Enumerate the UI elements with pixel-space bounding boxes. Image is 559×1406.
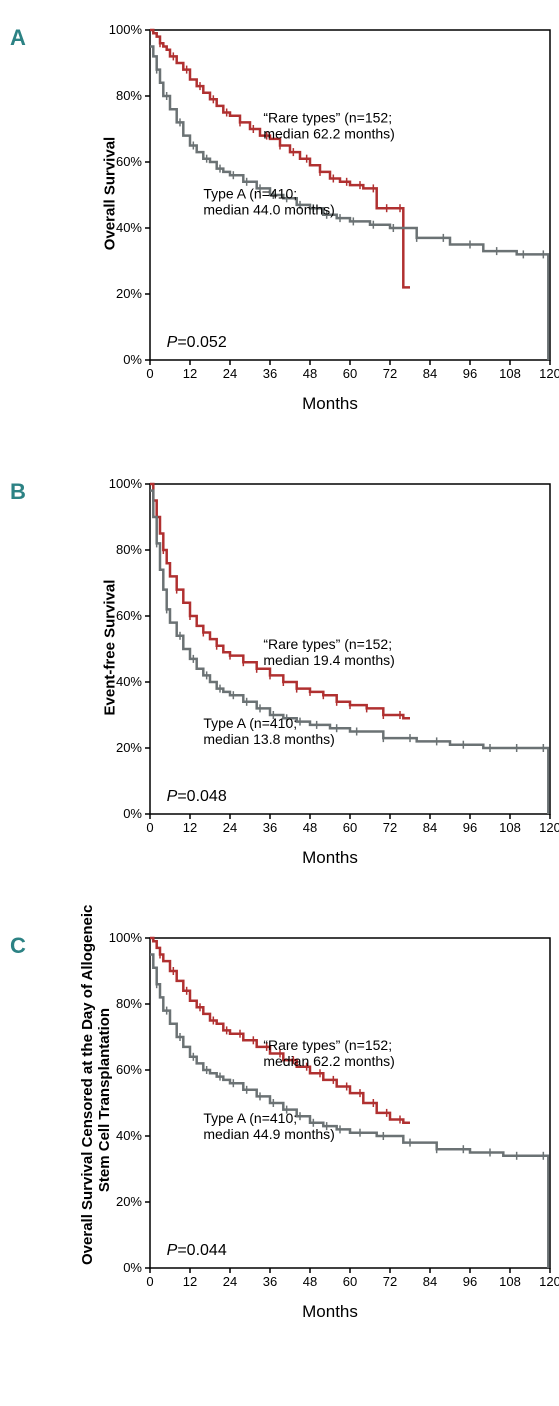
svg-text:40%: 40% bbox=[116, 674, 142, 689]
svg-text:40%: 40% bbox=[116, 1128, 142, 1143]
p-value: P=0.052 bbox=[167, 334, 227, 351]
annotation-text: Type A (n=410; bbox=[203, 1110, 297, 1126]
annotation-text: Type A (n=410; bbox=[203, 185, 297, 201]
svg-text:96: 96 bbox=[463, 820, 477, 835]
svg-text:20%: 20% bbox=[116, 286, 142, 301]
x-axis-title: Months bbox=[100, 1302, 559, 1322]
svg-text:0%: 0% bbox=[123, 352, 142, 367]
series-rare_types bbox=[150, 938, 410, 1123]
panel-label: C bbox=[10, 933, 26, 959]
svg-text:72: 72 bbox=[383, 1274, 397, 1289]
y-axis-title: Overall Survival Censored at the Day of … bbox=[79, 935, 113, 1265]
svg-text:60%: 60% bbox=[116, 608, 142, 623]
svg-text:84: 84 bbox=[423, 1274, 437, 1289]
annotation-text: median 19.4 months) bbox=[263, 652, 395, 668]
x-axis-title: Months bbox=[100, 848, 559, 868]
chart-wrap: Overall Survival0%20%40%60%80%100%012243… bbox=[100, 20, 549, 414]
svg-text:96: 96 bbox=[463, 1274, 477, 1289]
svg-text:20%: 20% bbox=[116, 740, 142, 755]
p-value: P=0.048 bbox=[167, 788, 227, 805]
svg-text:12: 12 bbox=[183, 820, 197, 835]
annotation-text: median 44.0 months) bbox=[203, 201, 335, 217]
svg-text:80%: 80% bbox=[116, 88, 142, 103]
svg-text:36: 36 bbox=[263, 1274, 277, 1289]
svg-text:108: 108 bbox=[499, 366, 521, 381]
km-chart: 0%20%40%60%80%100%0122436486072849610812… bbox=[100, 474, 559, 844]
panel-B: BEvent-free Survival0%20%40%60%80%100%01… bbox=[10, 474, 549, 868]
svg-text:60%: 60% bbox=[116, 1062, 142, 1077]
svg-text:0: 0 bbox=[146, 820, 153, 835]
svg-text:60: 60 bbox=[343, 820, 357, 835]
panel-C: C Overall Survival Censored at the Day of… bbox=[10, 928, 549, 1322]
svg-text:84: 84 bbox=[423, 366, 437, 381]
annotation-text: median 13.8 months) bbox=[203, 731, 335, 747]
annotation-text: “Rare types” (n=152; bbox=[263, 109, 392, 125]
x-axis-title: Months bbox=[100, 394, 559, 414]
annotation-text: median 62.2 months) bbox=[263, 1053, 395, 1069]
svg-text:120: 120 bbox=[539, 1274, 559, 1289]
chart-wrap: Event-free Survival0%20%40%60%80%100%012… bbox=[100, 474, 549, 868]
svg-text:0%: 0% bbox=[123, 806, 142, 821]
svg-text:60: 60 bbox=[343, 366, 357, 381]
chart-wrap: Overall Survival Censored at the Day of … bbox=[100, 928, 549, 1322]
km-chart: 0% 20% 40% 60% 80% 100% 0 12 24 36 48 60 72 84 96 108 12… bbox=[100, 928, 559, 1298]
panel-label: A bbox=[10, 25, 26, 51]
svg-text:96: 96 bbox=[463, 366, 477, 381]
svg-text:36: 36 bbox=[263, 820, 277, 835]
svg-text:12: 12 bbox=[183, 366, 197, 381]
svg-text:80%: 80% bbox=[116, 542, 142, 557]
svg-text:108: 108 bbox=[499, 820, 521, 835]
svg-text:48: 48 bbox=[303, 366, 317, 381]
svg-text:100%: 100% bbox=[109, 930, 143, 945]
annotation-text: median 44.9 months) bbox=[203, 1126, 335, 1142]
svg-text:12: 12 bbox=[183, 1274, 197, 1289]
annotation-text: “Rare types” (n=152; bbox=[263, 1037, 392, 1053]
svg-text:36: 36 bbox=[263, 366, 277, 381]
svg-text:20%: 20% bbox=[116, 1194, 142, 1209]
p-value: P=0.044 bbox=[167, 1242, 227, 1259]
svg-text:40%: 40% bbox=[116, 220, 142, 235]
annotation-text: median 62.2 months) bbox=[263, 125, 395, 141]
svg-text:24: 24 bbox=[223, 1274, 237, 1289]
svg-text:120: 120 bbox=[539, 366, 559, 381]
svg-text:48: 48 bbox=[303, 820, 317, 835]
annotation-text: “Rare types” (n=152; bbox=[263, 636, 392, 652]
svg-text:72: 72 bbox=[383, 820, 397, 835]
svg-text:120: 120 bbox=[539, 820, 559, 835]
km-chart: 0%20%40%60%80%100%0122436486072849610812… bbox=[100, 20, 559, 390]
svg-text:108: 108 bbox=[499, 1274, 521, 1289]
annotation-text: Type A (n=410; bbox=[203, 715, 297, 731]
panel-A: AOverall Survival0%20%40%60%80%100%01224… bbox=[10, 20, 549, 414]
svg-text:0%: 0% bbox=[123, 1260, 142, 1275]
panel-label: B bbox=[10, 479, 26, 505]
series-rare_types bbox=[150, 484, 410, 718]
svg-text:60%: 60% bbox=[116, 154, 142, 169]
svg-text:24: 24 bbox=[223, 820, 237, 835]
svg-text:80%: 80% bbox=[116, 996, 142, 1011]
series-rare_types bbox=[150, 30, 410, 287]
y-axis-title: Event-free Survival bbox=[102, 483, 119, 813]
svg-text:84: 84 bbox=[423, 820, 437, 835]
y-axis-title: Overall Survival bbox=[102, 29, 119, 359]
svg-text:48: 48 bbox=[303, 1274, 317, 1289]
svg-text:24: 24 bbox=[223, 366, 237, 381]
svg-text:0: 0 bbox=[146, 1274, 153, 1289]
svg-text:60: 60 bbox=[343, 1274, 357, 1289]
svg-text:72: 72 bbox=[383, 366, 397, 381]
svg-text:0: 0 bbox=[146, 366, 153, 381]
